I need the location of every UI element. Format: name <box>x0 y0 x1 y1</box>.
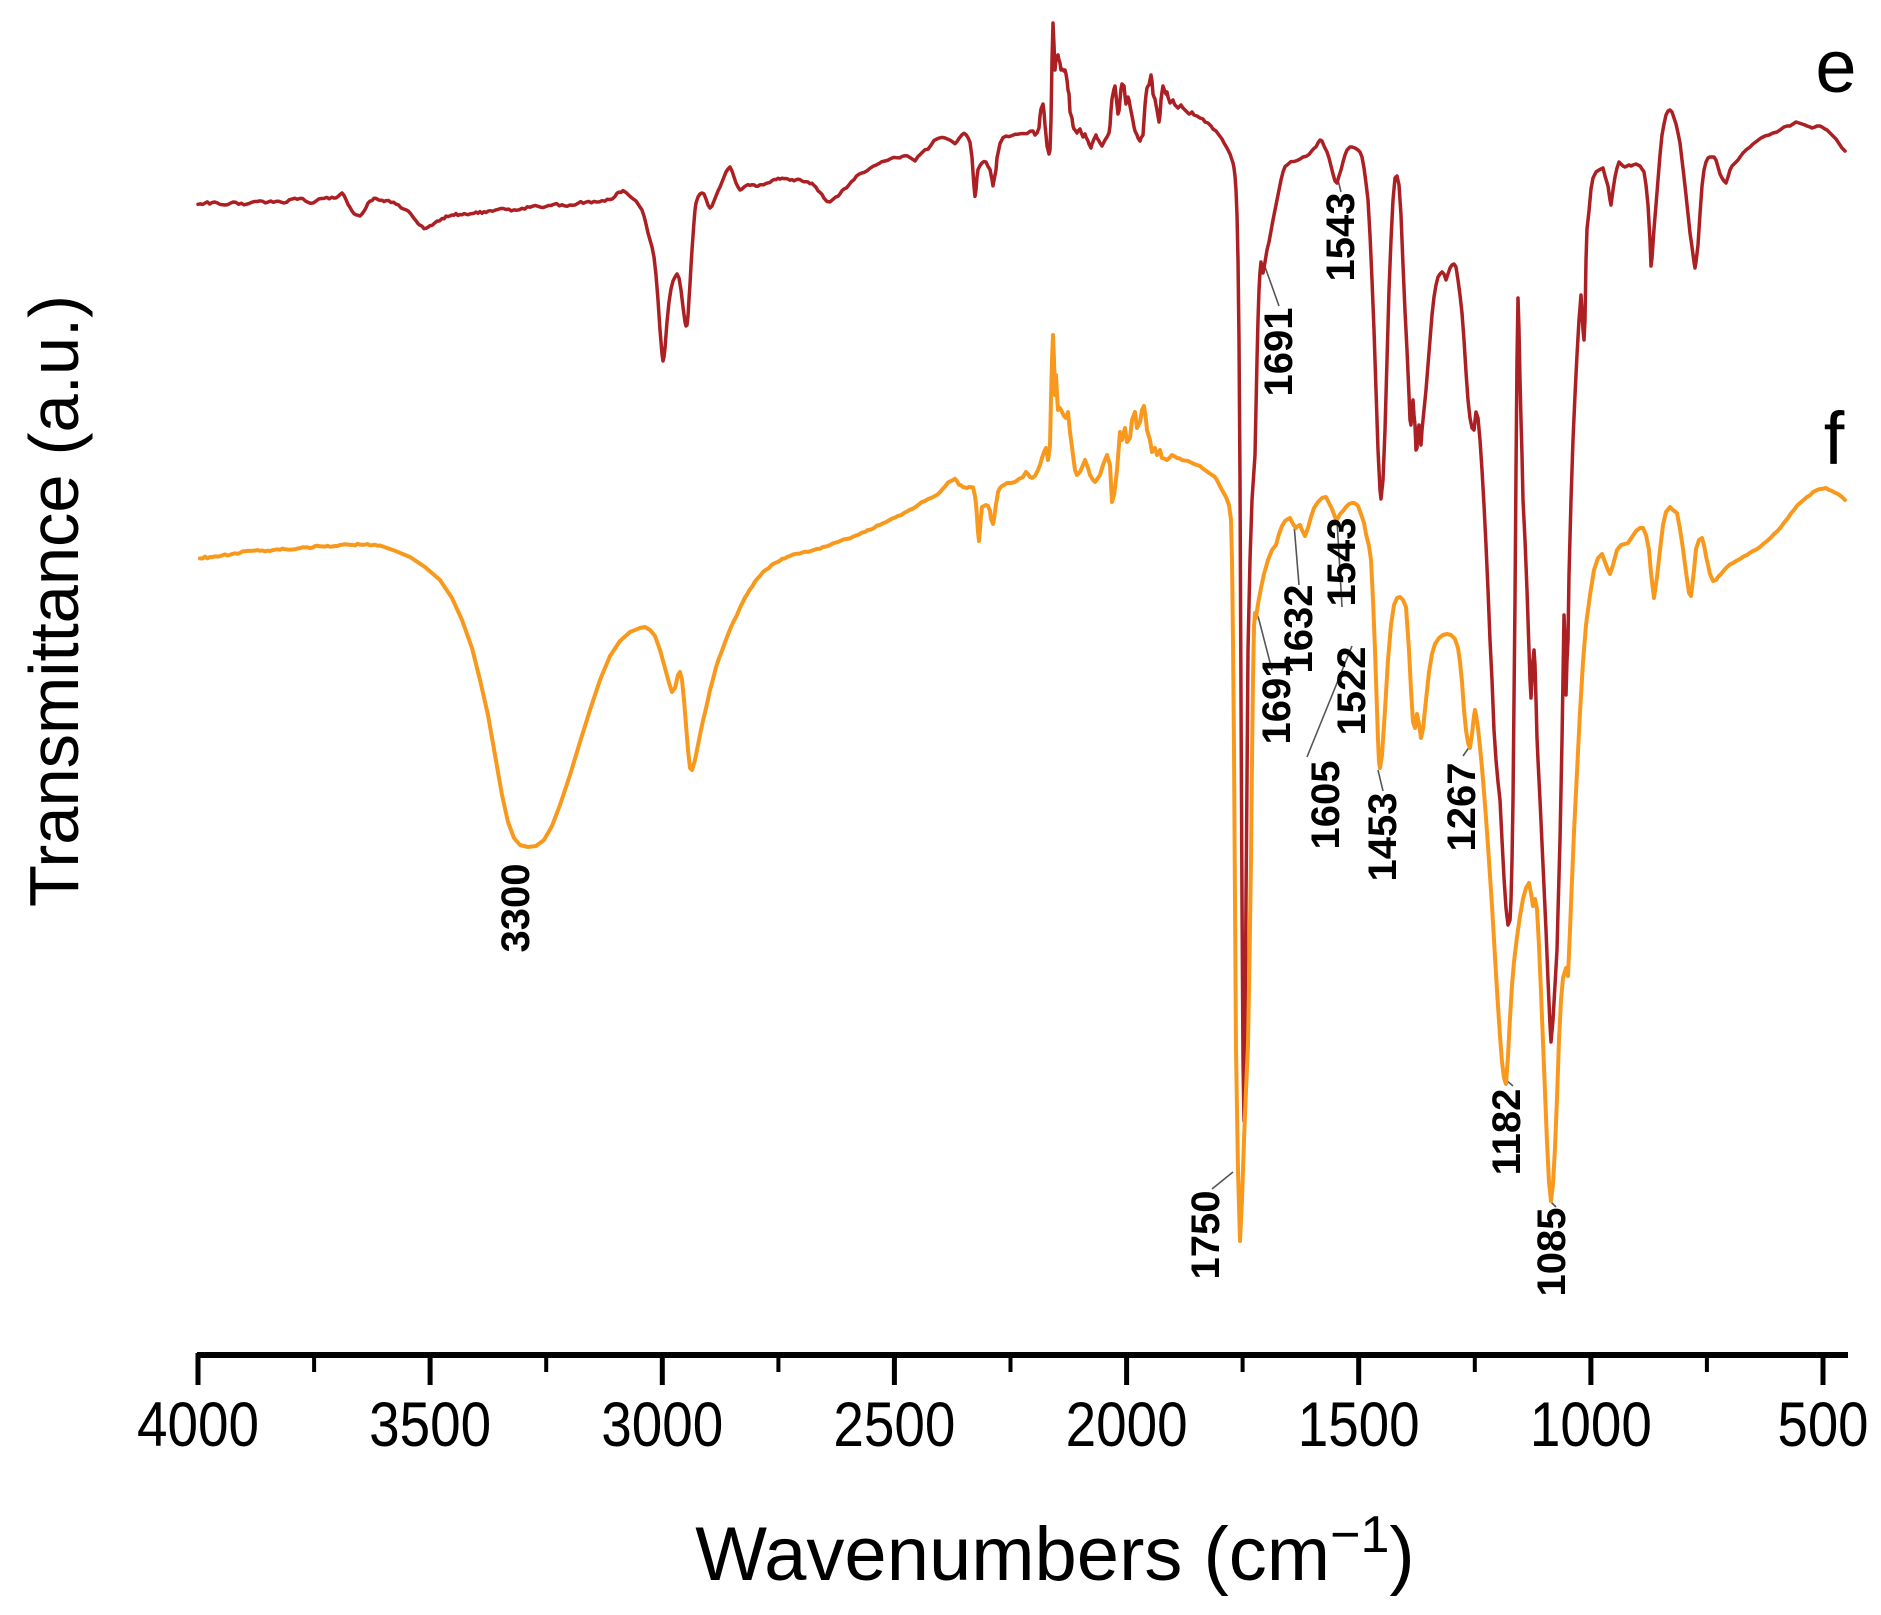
svg-text:f: f <box>1824 397 1845 480</box>
svg-text:1543: 1543 <box>1320 518 1364 607</box>
svg-text:1500: 1500 <box>1298 1390 1420 1460</box>
svg-text:Transmittance (a.u.): Transmittance (a.u.) <box>15 295 93 907</box>
svg-text:3300: 3300 <box>494 864 538 953</box>
svg-text:1182: 1182 <box>1485 1089 1529 1176</box>
svg-text:1453: 1453 <box>1361 793 1405 882</box>
svg-text:1267: 1267 <box>1440 763 1484 852</box>
svg-text:1632: 1632 <box>1277 585 1321 674</box>
svg-text:1605: 1605 <box>1304 761 1348 850</box>
svg-text:2000: 2000 <box>1066 1390 1188 1460</box>
svg-text:1691: 1691 <box>1255 656 1299 745</box>
svg-text:e: e <box>1815 25 1856 108</box>
svg-text:1522: 1522 <box>1330 647 1374 736</box>
svg-text:1085: 1085 <box>1530 1208 1574 1297</box>
svg-text:500: 500 <box>1778 1390 1869 1460</box>
svg-text:1543: 1543 <box>1319 193 1363 282</box>
svg-text:2500: 2500 <box>833 1390 955 1460</box>
svg-text:3500: 3500 <box>369 1390 491 1460</box>
svg-text:3000: 3000 <box>601 1390 723 1460</box>
svg-text:1750: 1750 <box>1184 1191 1228 1280</box>
svg-text:4000: 4000 <box>137 1390 259 1460</box>
svg-text:1691: 1691 <box>1257 308 1301 397</box>
svg-text:Wavenumbers (cm−1): Wavenumbers (cm−1) <box>695 1506 1414 1597</box>
svg-text:1000: 1000 <box>1530 1390 1652 1460</box>
